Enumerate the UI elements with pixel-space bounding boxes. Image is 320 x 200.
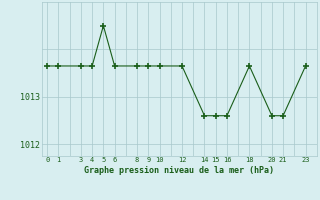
X-axis label: Graphe pression niveau de la mer (hPa): Graphe pression niveau de la mer (hPa) — [84, 166, 274, 175]
